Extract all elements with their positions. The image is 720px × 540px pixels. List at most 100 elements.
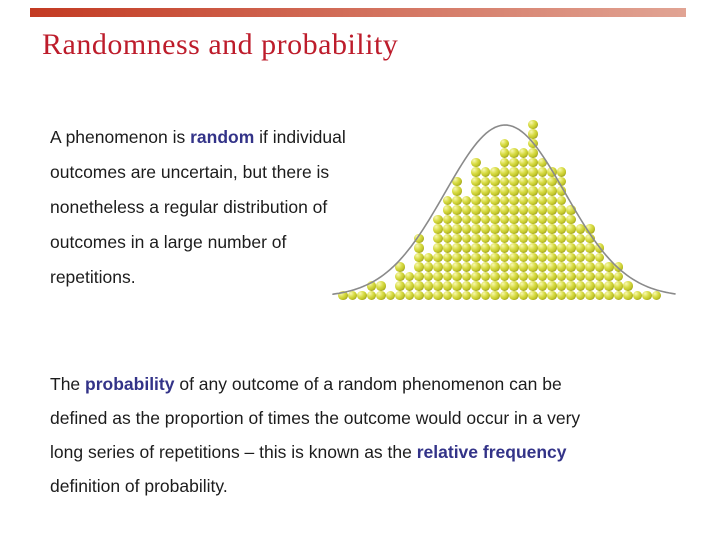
histogram-ball (414, 243, 424, 253)
histogram-ball (604, 281, 614, 291)
histogram-ball (471, 281, 481, 291)
histogram-ball (452, 281, 462, 291)
histogram-ball (423, 290, 433, 300)
histogram-ball (547, 281, 557, 291)
histogram-column (566, 205, 576, 300)
histogram-ball (632, 290, 642, 300)
body-text: defined as the proportion of times the o… (50, 408, 581, 428)
histogram-ball (547, 205, 557, 215)
histogram-ball (461, 205, 471, 215)
histogram-ball (566, 262, 576, 272)
histogram-ball (556, 233, 566, 243)
histogram-ball (623, 290, 633, 300)
histogram-ball (414, 271, 424, 281)
histogram-ball (594, 290, 604, 300)
histogram-ball (433, 290, 443, 300)
histogram-ball (433, 262, 443, 272)
histogram-ball (528, 214, 538, 224)
histogram-ball (528, 281, 538, 291)
histogram-ball (594, 243, 604, 253)
histogram-ball (480, 233, 490, 243)
histogram-ball (471, 262, 481, 272)
histogram-ball (518, 243, 528, 253)
histogram-column (604, 262, 614, 300)
histogram-ball (566, 205, 576, 215)
histogram-ball (442, 281, 452, 291)
histogram-ball (537, 195, 547, 205)
histogram-ball (547, 195, 557, 205)
histogram-ball (518, 290, 528, 300)
histogram-ball (547, 262, 557, 272)
histogram-ball (547, 252, 557, 262)
histogram-ball (509, 186, 519, 196)
text-line: long series of repetitions – this is kno… (50, 435, 580, 469)
histogram-ball (509, 176, 519, 186)
histogram-ball (556, 281, 566, 291)
histogram-ball (585, 224, 595, 234)
histogram-ball (556, 186, 566, 196)
histogram-ball (461, 195, 471, 205)
histogram-ball (518, 271, 528, 281)
text-line: defined as the proportion of times the o… (50, 401, 580, 435)
histogram-ball (366, 281, 376, 291)
histogram-ball (585, 271, 595, 281)
histogram-column (366, 281, 376, 300)
histogram-ball (461, 214, 471, 224)
paragraph-probability-definition: The probability of any outcome of a rand… (50, 367, 580, 503)
histogram-ball (376, 281, 386, 291)
histogram-ball (528, 138, 538, 148)
histogram-column (376, 281, 386, 300)
histogram-ball (490, 233, 500, 243)
keyword-text: random (190, 127, 255, 147)
histogram-ball (518, 224, 528, 234)
histogram-ball (490, 205, 500, 215)
histogram-ball (490, 167, 500, 177)
histogram-ball (575, 243, 585, 253)
histogram-ball (490, 262, 500, 272)
histogram-ball (528, 195, 538, 205)
histogram-column (623, 281, 633, 300)
histogram-ball (518, 233, 528, 243)
histogram-ball (585, 252, 595, 262)
histogram-ball (509, 252, 519, 262)
histogram-column (556, 167, 566, 300)
histogram-column (547, 167, 557, 300)
histogram-ball (528, 243, 538, 253)
histogram-ball (528, 167, 538, 177)
histogram-column (594, 243, 604, 300)
histogram-ball (452, 262, 462, 272)
histogram-ball (480, 252, 490, 262)
histogram-ball (452, 186, 462, 196)
histogram-ball (528, 252, 538, 262)
histogram-ball (537, 271, 547, 281)
histogram-ball (480, 224, 490, 234)
histogram-column (395, 262, 405, 300)
histogram-ball (537, 290, 547, 300)
histogram-ball (499, 262, 509, 272)
histogram-ball (471, 233, 481, 243)
histogram-column (347, 290, 357, 300)
histogram-ball (566, 281, 576, 291)
histogram-ball (575, 233, 585, 243)
slide-title: Randomness and probability (42, 28, 399, 61)
histogram-ball (528, 233, 538, 243)
histogram-ball (471, 252, 481, 262)
body-text: The (50, 374, 86, 394)
histogram-ball (613, 262, 623, 272)
histogram-ball (499, 148, 509, 158)
histogram-ball (537, 214, 547, 224)
histogram-ball (461, 262, 471, 272)
histogram-ball (433, 252, 443, 262)
body-text: outcomes in a large number of (50, 232, 287, 252)
histogram-ball (499, 214, 509, 224)
histogram-ball (509, 290, 519, 300)
histogram-ball (461, 233, 471, 243)
histogram-ball (613, 281, 623, 291)
histogram-column (642, 290, 652, 300)
histogram-ball (452, 224, 462, 234)
histogram-ball (433, 281, 443, 291)
histogram-ball (547, 233, 557, 243)
histogram-ball (547, 290, 557, 300)
histogram-ball (490, 243, 500, 253)
